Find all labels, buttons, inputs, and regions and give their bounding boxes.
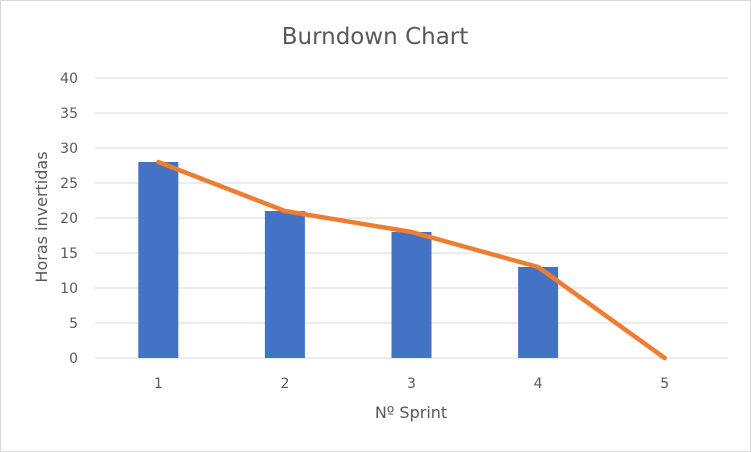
bar bbox=[391, 232, 432, 358]
y-tick-label: 30 bbox=[60, 141, 78, 157]
line-series bbox=[156, 159, 667, 361]
chart-title: Burndown Chart bbox=[282, 24, 469, 50]
y-tick-label: 10 bbox=[60, 281, 78, 297]
x-tick-label: 3 bbox=[407, 376, 416, 392]
y-tick-labels: 0 5 10 15 20 25 30 35 40 bbox=[60, 71, 78, 367]
y-tick-label: 35 bbox=[60, 106, 78, 122]
y-tick-label: 25 bbox=[60, 176, 78, 192]
y-tick-label: 20 bbox=[60, 211, 78, 227]
bar-series bbox=[138, 162, 559, 358]
y-tick-label: 15 bbox=[60, 246, 78, 262]
y-tick-label: 40 bbox=[60, 71, 78, 87]
x-tick-labels: 1 2 3 4 5 bbox=[154, 376, 669, 392]
x-tick-label: 2 bbox=[280, 376, 289, 392]
y-tick-label: 5 bbox=[69, 316, 78, 332]
y-axis-title: Horas invertidas bbox=[32, 151, 51, 282]
x-tick-label: 4 bbox=[534, 376, 543, 392]
gridlines bbox=[95, 77, 728, 359]
bar bbox=[518, 267, 559, 358]
series-line bbox=[156, 159, 667, 361]
y-tick-label: 0 bbox=[69, 351, 78, 367]
x-tick-label: 5 bbox=[660, 376, 669, 392]
x-tick-label: 1 bbox=[154, 376, 163, 392]
bar bbox=[264, 211, 305, 358]
x-axis-title: Nº Sprint bbox=[375, 403, 447, 422]
bar bbox=[138, 162, 179, 358]
